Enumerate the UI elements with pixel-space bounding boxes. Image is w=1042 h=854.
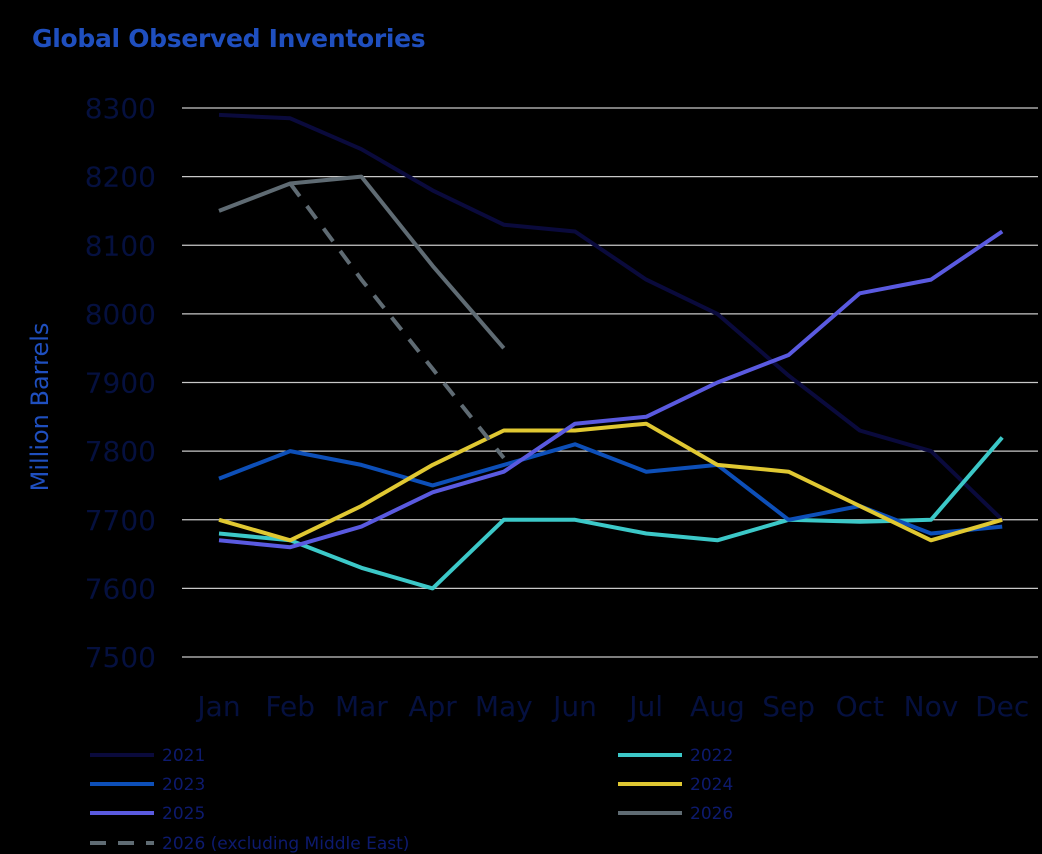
line-chart: 7500 7600 7700 7800 7900 8000 8100 8200 8300 Jan… — [26, 92, 1038, 854]
legend-item-2026: 2026 — [618, 804, 733, 824]
legend-label: 2026 (excluding Middle East) — [162, 834, 409, 854]
legend-item-2021: 2021 — [90, 746, 205, 766]
x-tick-label: Jan — [195, 690, 240, 723]
legend-item-2026-excluding-middle-east: 2026 (excluding Middle East) — [90, 834, 409, 854]
y-tick-label: 8100 — [85, 229, 156, 262]
legend-item-2023: 2023 — [90, 775, 205, 795]
legend-label: 2026 — [690, 804, 733, 824]
x-tick-label: Apr — [408, 690, 457, 723]
x-tick-label: Jun — [551, 690, 597, 723]
legend-label: 2024 — [690, 775, 733, 795]
series-line-2022 — [218, 436, 1004, 591]
legend-label: 2025 — [162, 804, 205, 824]
y-axis-label: Million Barrels — [26, 323, 54, 492]
x-tick-label: Sep — [762, 690, 815, 723]
series-lines — [218, 112, 1004, 591]
x-tick-label: Dec — [975, 690, 1029, 723]
y-tick-label: 8300 — [85, 92, 156, 125]
y-tick-label: 7700 — [85, 504, 156, 537]
x-tick-label: Mar — [335, 690, 388, 723]
x-tick-label: Nov — [904, 690, 959, 723]
x-tick-label: Aug — [690, 690, 745, 723]
y-tick-label: 7600 — [85, 572, 156, 605]
x-tick-label: Oct — [836, 690, 884, 723]
series-line-2025 — [218, 229, 1004, 550]
legend-item-2025: 2025 — [90, 804, 205, 824]
legend-item-2022: 2022 — [618, 746, 733, 766]
y-tick-label: 7500 — [85, 641, 156, 674]
gridlines — [182, 107, 1038, 658]
legend-label: 2023 — [162, 775, 205, 795]
x-tick-labels: Jan Feb Mar Apr May Jun Jul Aug Sep Oct Nov Dec — [195, 690, 1029, 723]
y-tick-label: 7900 — [85, 367, 156, 400]
chart-frame: Global Observed Inventories 7500 7600 7700… — [6, 0, 1040, 854]
series-line-2024 — [218, 421, 1003, 543]
legend-label: 2021 — [162, 746, 205, 766]
x-tick-label: Feb — [265, 690, 315, 723]
series-line-2026-excluding-middle-east — [288, 182, 506, 460]
chart-title: Global Observed Inventories — [32, 24, 426, 53]
y-tick-labels: 7500 7600 7700 7800 7900 8000 8100 8200 8300 — [85, 92, 156, 674]
series-line-2026 — [218, 174, 506, 350]
series-line-2021 — [218, 112, 1004, 522]
legend-item-2024: 2024 — [618, 775, 733, 795]
legend-label: 2022 — [690, 746, 733, 766]
legend: 2021 2022 2023 2024 2025 2026 2026 (excluding … — [90, 746, 733, 854]
y-tick-label: 8200 — [85, 161, 156, 194]
y-tick-label: 7800 — [85, 435, 156, 468]
y-tick-label: 8000 — [85, 298, 156, 331]
x-tick-label: Jul — [627, 690, 663, 723]
x-tick-label: May — [475, 690, 533, 723]
